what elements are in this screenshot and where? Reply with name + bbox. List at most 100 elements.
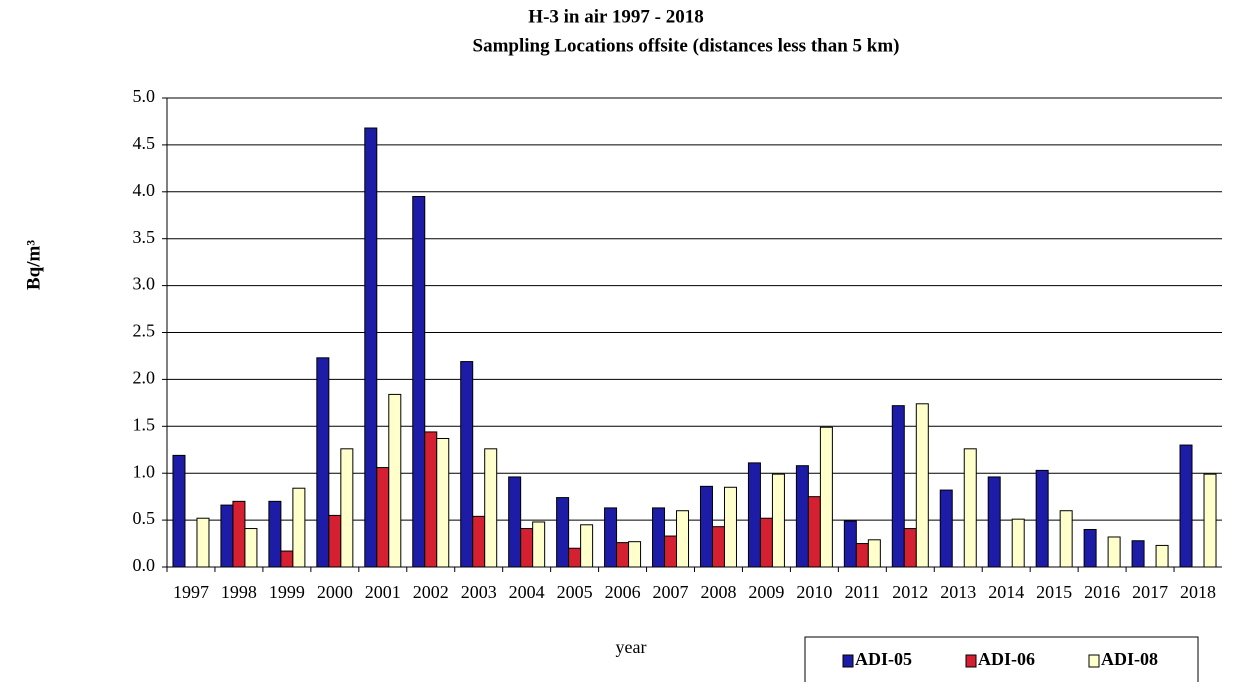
chart-subtitle: Sampling Locations offsite (distances le… [473,35,900,56]
bar [316,357,330,568]
bar [376,467,390,568]
y-tick-label: 0.0 [133,555,156,575]
bar [711,526,725,568]
bar [388,393,402,568]
x-tick-label: 1997 [173,582,209,602]
x-tick-label: 2005 [557,582,593,602]
x-tick-label: 2001 [365,582,401,602]
x-axis-label: year [616,637,647,657]
y-tick-label: 3.0 [133,274,156,294]
bar [532,521,546,568]
x-tick-label: 1998 [221,582,257,602]
x-tick-label: 2017 [1132,582,1168,602]
bar [1107,536,1121,568]
bar [676,510,690,568]
bar [328,514,342,568]
bar [1083,528,1097,568]
y-tick-label: 4.0 [133,180,156,200]
x-tick-label: 2014 [988,582,1024,602]
bar [508,476,522,568]
bar [268,500,282,568]
bar [568,547,582,568]
bar [664,535,678,568]
bar [939,489,953,568]
x-tick-label: 2015 [1036,582,1072,602]
bar [855,543,869,568]
legend-swatch [1088,654,1100,668]
x-tick-label: 2013 [940,582,976,602]
legend-box [804,636,1199,682]
legend-swatch [965,654,977,668]
x-tick-label: 2009 [748,582,784,602]
legend-swatch [842,654,854,668]
y-tick-label: 3.5 [133,227,156,247]
y-tick-label: 1.5 [133,414,156,434]
bar [699,485,713,568]
x-tick-label: 2000 [317,582,353,602]
bar [1011,518,1025,568]
bar [1179,444,1193,568]
x-tick-label: 2003 [461,582,497,602]
y-axis-label: Bq/m³ [23,240,44,290]
y-tick-label: 4.5 [133,133,156,153]
chart-title: H-3 in air 1997 - 2018 [528,6,703,27]
x-tick-label: 2004 [509,582,545,602]
bar [843,520,857,568]
bar [340,448,354,568]
legend-label: ADI-06 [978,649,1035,669]
x-tick-label: 2007 [653,582,689,602]
x-tick-label: 2010 [796,582,832,602]
legend-label: ADI-05 [855,649,912,669]
bar [484,448,498,568]
bar [232,500,246,568]
bar [915,403,929,568]
x-tick-label: 2012 [892,582,928,602]
bar [196,517,210,568]
bar [292,487,306,568]
bar [819,426,833,568]
bar [412,195,426,568]
x-tick-label: 2011 [845,582,880,602]
bar [244,528,258,568]
bar [891,405,905,568]
bar [472,515,486,568]
bar [771,473,785,568]
x-tick-label: 2008 [700,582,736,602]
bar [807,496,821,568]
bar [1059,510,1073,568]
bar [963,448,977,568]
bar [556,497,570,568]
x-tick-label: 2016 [1084,582,1120,602]
bar [424,431,438,568]
bar [220,504,234,568]
bar [520,528,534,568]
bar [616,542,630,568]
y-tick-label: 2.0 [133,368,156,388]
bar [580,524,594,568]
y-tick-label: 1.0 [133,461,156,481]
y-tick-label: 2.5 [133,321,156,341]
y-tick-label: 5.0 [133,86,156,106]
bar [987,476,1001,568]
bar [903,528,917,568]
y-tick-label: 0.5 [133,508,156,528]
bar [628,541,642,568]
bar [460,361,474,568]
bar [652,507,666,568]
x-tick-label: 2018 [1180,582,1216,602]
bar [867,539,881,568]
bar [723,486,737,568]
bar [795,465,809,568]
bar [172,454,186,568]
bar [436,437,450,568]
bar [1155,544,1169,568]
x-tick-label: 2002 [413,582,449,602]
bar [747,462,761,568]
bar [280,550,294,568]
bar [1035,469,1049,568]
bar [759,517,773,568]
bar [604,507,618,568]
bar [1131,540,1145,568]
legend-label: ADI-08 [1101,649,1158,669]
